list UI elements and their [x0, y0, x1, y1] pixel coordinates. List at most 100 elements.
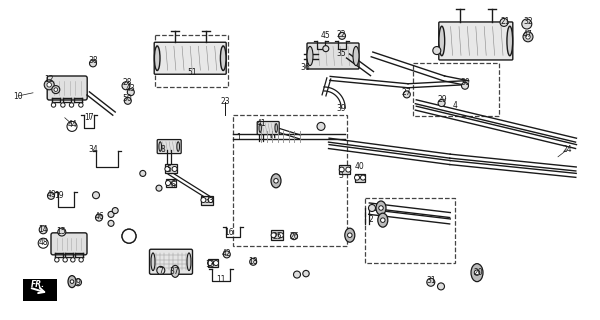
- Text: 6: 6: [170, 181, 175, 190]
- Text: 40: 40: [355, 162, 365, 171]
- Circle shape: [223, 251, 230, 258]
- Circle shape: [55, 258, 59, 262]
- Circle shape: [156, 185, 162, 191]
- Circle shape: [526, 35, 530, 39]
- FancyBboxPatch shape: [47, 76, 87, 100]
- Bar: [155, 35, 228, 87]
- FancyBboxPatch shape: [257, 122, 279, 134]
- Text: 2: 2: [368, 215, 373, 224]
- Text: 14: 14: [38, 225, 48, 234]
- Circle shape: [271, 233, 276, 238]
- Circle shape: [92, 192, 100, 199]
- Bar: [166, 179, 176, 187]
- Ellipse shape: [68, 276, 76, 288]
- FancyBboxPatch shape: [154, 42, 226, 74]
- Ellipse shape: [307, 46, 313, 66]
- Text: 36: 36: [300, 63, 310, 72]
- Text: 19: 19: [54, 191, 64, 200]
- Ellipse shape: [220, 46, 226, 70]
- Ellipse shape: [151, 253, 155, 270]
- Circle shape: [70, 280, 74, 284]
- Text: 3: 3: [338, 171, 343, 180]
- Text: 32: 32: [523, 17, 533, 26]
- Circle shape: [379, 206, 383, 210]
- Circle shape: [437, 283, 445, 290]
- Circle shape: [339, 167, 344, 172]
- Circle shape: [361, 175, 365, 180]
- Text: 27: 27: [402, 88, 412, 97]
- Circle shape: [522, 19, 532, 29]
- FancyBboxPatch shape: [439, 22, 513, 60]
- Text: 25: 25: [272, 232, 282, 241]
- Circle shape: [124, 97, 131, 104]
- Circle shape: [201, 197, 206, 203]
- Circle shape: [112, 208, 118, 213]
- Circle shape: [108, 220, 114, 226]
- Ellipse shape: [171, 265, 179, 277]
- Circle shape: [67, 121, 77, 132]
- Circle shape: [172, 166, 177, 172]
- Bar: [355, 174, 365, 182]
- FancyBboxPatch shape: [51, 233, 87, 255]
- FancyBboxPatch shape: [157, 140, 181, 154]
- Bar: [208, 259, 218, 267]
- Ellipse shape: [376, 201, 386, 215]
- Bar: [413, 63, 499, 116]
- Text: 7: 7: [158, 267, 163, 276]
- Circle shape: [274, 179, 278, 183]
- Circle shape: [427, 278, 435, 286]
- Text: 10: 10: [13, 92, 23, 100]
- Text: 23: 23: [220, 97, 230, 106]
- Circle shape: [122, 229, 136, 243]
- Bar: [201, 196, 213, 204]
- Text: 42: 42: [222, 249, 232, 258]
- Circle shape: [157, 266, 165, 274]
- Circle shape: [47, 83, 52, 87]
- Circle shape: [208, 260, 212, 266]
- Text: 34: 34: [88, 145, 98, 154]
- Circle shape: [71, 258, 75, 262]
- Circle shape: [293, 271, 301, 278]
- Circle shape: [166, 180, 170, 186]
- Ellipse shape: [159, 142, 161, 151]
- Circle shape: [523, 32, 533, 42]
- Text: 49: 49: [46, 190, 56, 199]
- Text: 15: 15: [56, 227, 66, 236]
- Circle shape: [380, 218, 385, 222]
- Ellipse shape: [275, 124, 277, 132]
- Circle shape: [347, 233, 352, 237]
- Text: 17: 17: [84, 113, 94, 122]
- Circle shape: [122, 229, 136, 243]
- Ellipse shape: [471, 264, 483, 282]
- Circle shape: [52, 86, 60, 94]
- Text: 28: 28: [122, 78, 132, 87]
- Circle shape: [403, 91, 410, 98]
- Circle shape: [474, 270, 479, 275]
- Circle shape: [338, 32, 346, 39]
- Circle shape: [127, 89, 134, 96]
- Text: 26: 26: [289, 232, 299, 241]
- Circle shape: [214, 260, 218, 266]
- Ellipse shape: [259, 124, 262, 132]
- Text: FR.: FR.: [31, 280, 45, 289]
- Text: 38: 38: [88, 56, 98, 65]
- Circle shape: [433, 47, 441, 55]
- Text: 31: 31: [426, 276, 436, 285]
- Circle shape: [346, 167, 351, 172]
- Text: 18: 18: [248, 257, 258, 266]
- Circle shape: [355, 175, 359, 180]
- Ellipse shape: [507, 26, 512, 56]
- Ellipse shape: [154, 46, 160, 70]
- Text: 33: 33: [204, 196, 214, 205]
- Text: 47: 47: [523, 30, 533, 39]
- Text: 9: 9: [76, 278, 80, 287]
- Text: 37: 37: [169, 267, 179, 276]
- Ellipse shape: [187, 253, 191, 270]
- Circle shape: [95, 214, 103, 221]
- Ellipse shape: [345, 228, 355, 242]
- Bar: [165, 164, 177, 173]
- Circle shape: [63, 258, 67, 262]
- Circle shape: [79, 258, 83, 262]
- Circle shape: [250, 258, 257, 265]
- Text: 8: 8: [161, 145, 166, 154]
